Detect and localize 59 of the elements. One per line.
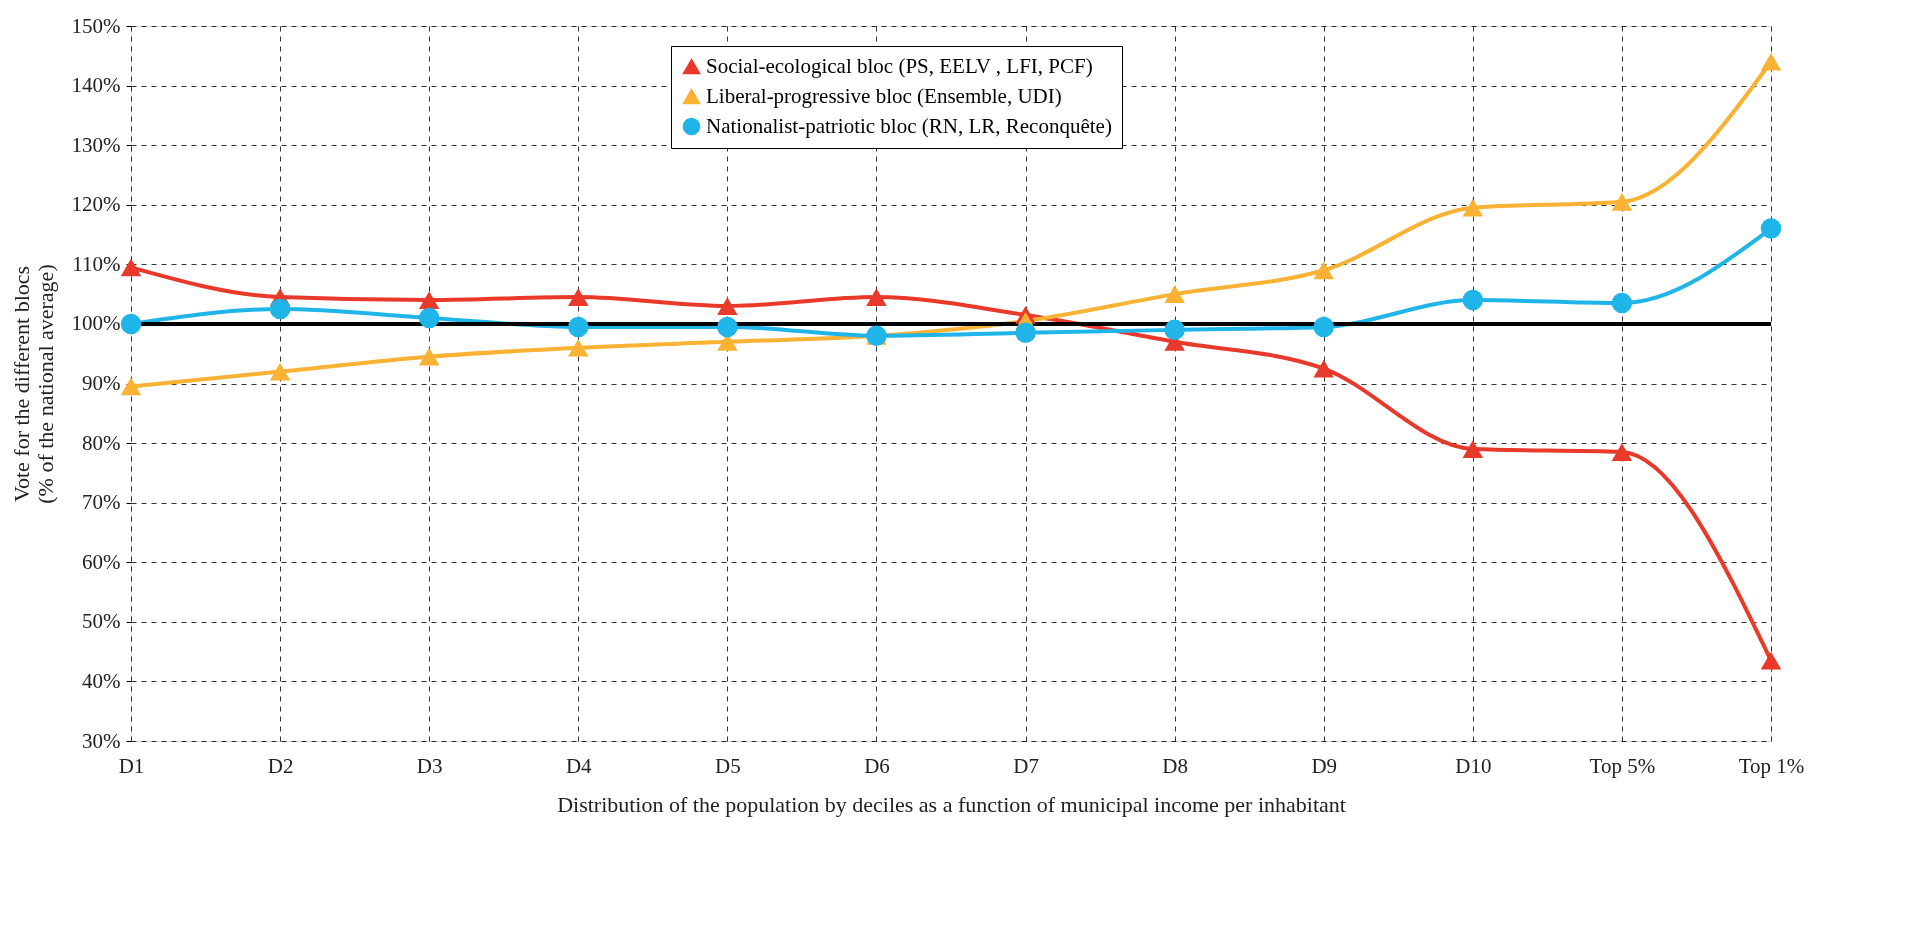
x-tick-label: D1 [118, 753, 145, 778]
point [568, 288, 589, 306]
y-tick-label: 130% [71, 132, 121, 157]
point [717, 297, 738, 315]
point [1760, 651, 1782, 670]
point [717, 316, 738, 338]
point [1462, 440, 1484, 458]
point [1760, 52, 1782, 71]
point [1462, 198, 1484, 217]
point [269, 298, 291, 320]
x-axis-title: Distribution of the population by deciles as a function of municipal income per inhabitant [557, 791, 1346, 817]
point [1313, 261, 1334, 280]
x-tick-label: D10 [1455, 753, 1492, 778]
point [1164, 319, 1185, 341]
y-tick-label: 80% [82, 430, 121, 455]
x-tick-label: D2 [267, 753, 294, 778]
point [1164, 285, 1185, 303]
point [120, 313, 142, 335]
point [1611, 443, 1633, 461]
point [418, 307, 440, 329]
x-tick-label: D9 [1311, 753, 1338, 778]
y-tick-label: 150% [71, 13, 121, 38]
y-tick-label: 30% [82, 728, 121, 753]
point [1313, 359, 1334, 378]
point [120, 258, 142, 277]
point [120, 377, 142, 396]
point [1760, 218, 1782, 239]
legend-label: Nationalist-patriotic bloc (RN, LR, Reconquête) [706, 113, 1112, 138]
point [866, 288, 887, 306]
x-tick-label: D8 [1162, 753, 1188, 778]
point [1611, 192, 1633, 211]
y-tick-label: 140% [71, 73, 121, 98]
point [418, 291, 440, 309]
y-tick-label: 70% [82, 490, 121, 515]
point [1611, 292, 1633, 314]
y-tick-label: 120% [71, 192, 121, 217]
x-tick-label: D7 [1013, 753, 1039, 778]
y-tick-label: 100% [71, 311, 121, 336]
y-tick-label: 110% [72, 251, 121, 276]
x-tick-label: D3 [416, 753, 443, 778]
point [1015, 322, 1036, 344]
legend-label: Social-ecological bloc (PS, EELV , LFI, PCF) [706, 53, 1093, 78]
x-tick-label: D5 [715, 753, 741, 778]
y-axis-title: Vote for the different blocs (% of the national average) [8, 264, 58, 504]
x-tick-label: D6 [864, 753, 890, 778]
x-tick-label: Top 5% [1589, 753, 1656, 778]
point [418, 347, 440, 366]
y-tick-label: 50% [82, 609, 121, 634]
point [568, 338, 589, 357]
point [568, 316, 589, 338]
y-tick-label: 40% [82, 668, 121, 693]
x-tick-label: D4 [565, 753, 593, 778]
x-tick-label: Top 1% [1738, 753, 1805, 778]
legend-label: Liberal-progressive bloc (Ensemble, UDI) [706, 83, 1062, 108]
point [1462, 289, 1484, 311]
y-tick-label: 90% [82, 371, 121, 395]
point [269, 362, 291, 381]
point [1313, 316, 1334, 338]
y-tick-label: 60% [82, 549, 121, 574]
